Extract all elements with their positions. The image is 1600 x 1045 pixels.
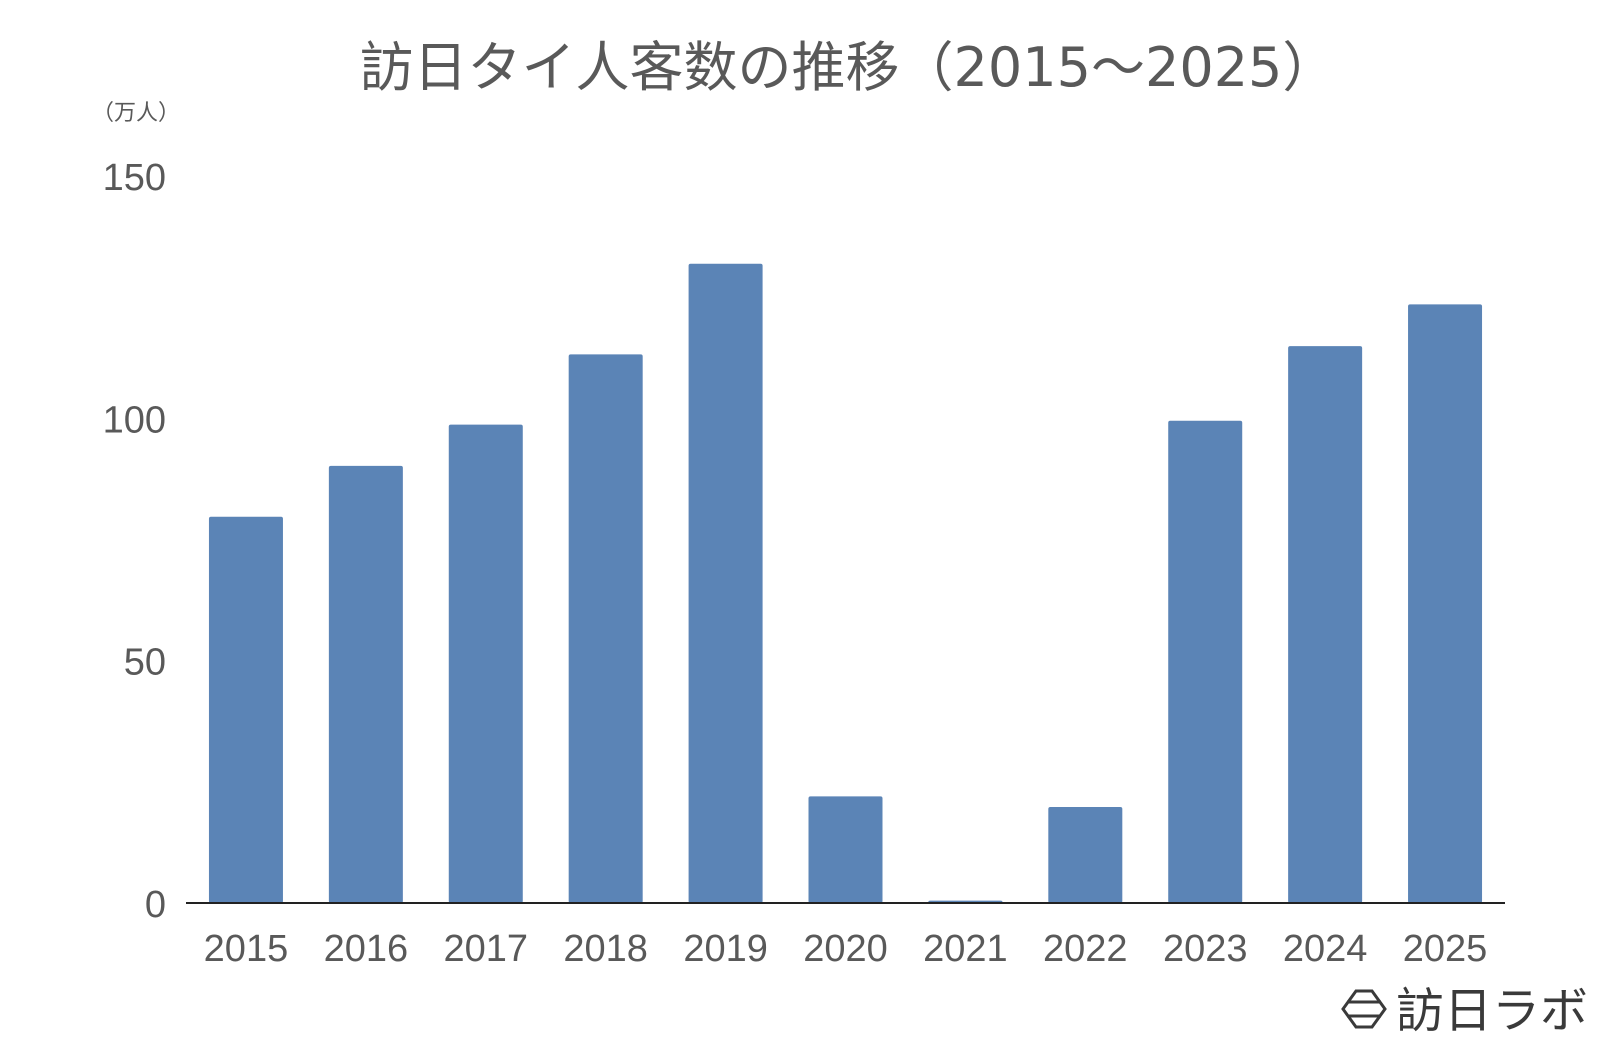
x-tick-label: 2017: [443, 928, 528, 970]
bar-2022: [1048, 807, 1123, 903]
brand-name: 訪日ラボ: [1396, 983, 1588, 1039]
x-tick-label: 2019: [683, 928, 768, 970]
brand-logo: 訪日ラボ: [1341, 983, 1588, 1039]
x-axis-ticks: 2015 2016 2017 2018 2019 2020 2021 2022 2023 2024…: [204, 928, 1488, 970]
bar-2017: [448, 424, 523, 903]
y-axis-unit-label: （万人）: [92, 101, 180, 126]
bar-2016: [328, 465, 403, 903]
hexagon-logo-icon: [1341, 989, 1387, 1029]
x-tick-label: 2021: [923, 928, 1008, 970]
x-tick-label: 2020: [803, 928, 888, 970]
y-tick-label: 50: [124, 642, 166, 684]
y-tick-label: 100: [103, 399, 166, 441]
x-tick-label: 2016: [324, 928, 409, 970]
bar-2018: [568, 354, 643, 904]
x-tick-label: 2025: [1403, 928, 1488, 970]
bar-2015: [208, 516, 283, 903]
y-tick-label: 150: [103, 157, 166, 199]
bar-2025: [1408, 304, 1483, 904]
bar-2019: [688, 263, 763, 903]
y-axis-ticks: 0 50 100 150: [103, 157, 166, 926]
chart-title: 訪日タイ人客数の推移（2015〜2025）: [360, 36, 1337, 99]
bar-2020: [808, 796, 883, 903]
y-tick-label: 0: [145, 884, 166, 926]
x-tick-label: 2022: [1043, 928, 1128, 970]
bars: [208, 263, 1483, 904]
bar-2024: [1288, 346, 1363, 903]
x-tick-label: 2015: [204, 928, 289, 970]
x-tick-label: 2023: [1163, 928, 1248, 970]
bar-2023: [1168, 420, 1243, 903]
x-tick-label: 2024: [1283, 928, 1368, 970]
x-tick-label: 2018: [563, 928, 648, 970]
